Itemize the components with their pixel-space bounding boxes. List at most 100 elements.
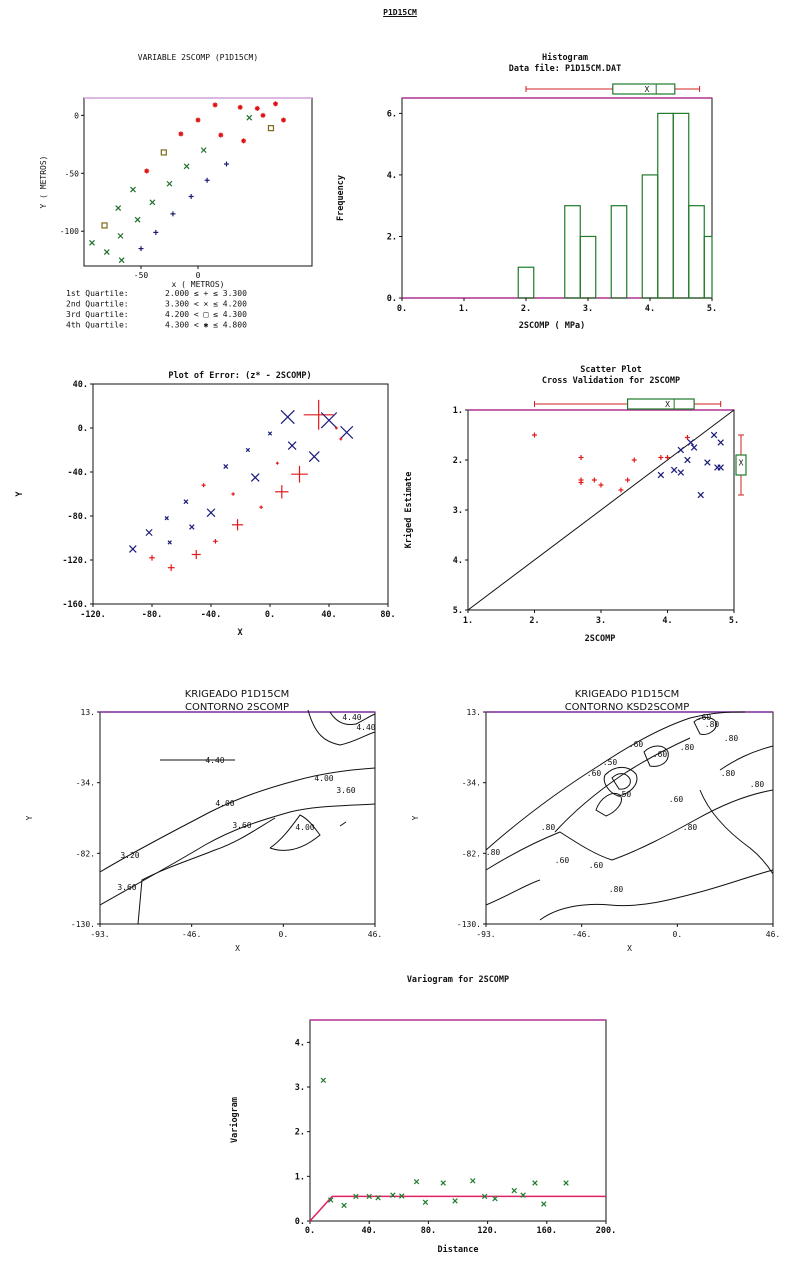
- cross-validation-point: [578, 480, 584, 485]
- error-plot-point: [339, 437, 343, 441]
- error-plot-point: [308, 451, 320, 463]
- variogram-point: [375, 1195, 381, 1201]
- error-plot-point: [287, 441, 297, 450]
- variogram-xtick-label: 40.: [362, 1226, 377, 1236]
- kriged-std-contour-line: [643, 745, 669, 767]
- error-plot-point: [213, 539, 218, 544]
- error-plot-point: [259, 505, 263, 509]
- location-map-point-d2: [200, 147, 207, 154]
- error-plot-xtick-label: 80.: [380, 610, 395, 620]
- kriged-std-contour-ytick-label: -34.: [462, 779, 481, 788]
- error-plot-xtick-label: 40.: [321, 610, 336, 620]
- location-map-point-d2: [149, 199, 156, 206]
- kriged-std-contour-label: .60: [555, 856, 570, 865]
- location-map-legend-label: 3rd Quartile:: [66, 310, 129, 319]
- error-plot-point: [167, 564, 175, 572]
- kriged-std-contour-label: .80: [609, 885, 624, 894]
- variogram-point-d2: [440, 1180, 446, 1186]
- location-map-point-d2: [212, 102, 218, 108]
- location-map-point-d2: [241, 138, 246, 144]
- cross-validation-point: [690, 444, 698, 451]
- cross-validation-xtick-label: 3.: [596, 616, 606, 626]
- kriged-contour-subtitle: CONTORNO 2SCOMP: [185, 702, 289, 713]
- location-map-legend-text: 4.300 < ✱ ≤ 4.800: [165, 321, 247, 330]
- variogram-xtick-label: 200.: [596, 1226, 616, 1236]
- location-map-point: [101, 222, 108, 229]
- error-plot-point-d2: [189, 524, 195, 530]
- location-map-point: [246, 114, 253, 121]
- location-map-point: [260, 112, 266, 118]
- error-plot-point: [280, 409, 295, 425]
- location-map-point: [273, 101, 279, 107]
- kriged-contour-label: 4.00: [295, 823, 314, 832]
- location-map-point: [138, 246, 144, 252]
- error-plot-point: [303, 399, 334, 430]
- error-plot-point-d2: [145, 528, 153, 537]
- histogram-bar: [517, 266, 535, 299]
- variogram-xtick-label: 160.: [537, 1226, 557, 1236]
- kriged-contour-ytick-label: -82.: [76, 849, 95, 858]
- location-map-point: [218, 132, 224, 138]
- variogram-point: [470, 1178, 476, 1184]
- cross-validation-xbox-mean: X: [665, 400, 670, 409]
- histogram-bar: [641, 174, 659, 299]
- location-map-point-d2: [255, 106, 260, 111]
- error-plot-point: [129, 545, 137, 553]
- error-plot-point: [231, 519, 244, 531]
- kriged-std-contour-label: .80: [683, 823, 698, 832]
- variogram-point: [320, 1077, 327, 1084]
- location-map-point: [188, 193, 194, 199]
- error-plot-ytick-label: -80.: [68, 512, 88, 522]
- location-map-point: [254, 105, 260, 111]
- location-map-point-sq: [267, 125, 275, 132]
- location-map-point: [170, 211, 176, 217]
- error-plot-ytick-label: -40.: [68, 468, 88, 478]
- error-plot-xtick-label: -80.: [142, 610, 162, 620]
- kriged-std-contour-line: [693, 717, 717, 735]
- error-plot-point-d2: [250, 473, 260, 482]
- location-map-point: [118, 257, 125, 264]
- location-map-point: [166, 180, 173, 187]
- cross-validation-title: Scatter Plot: [580, 365, 641, 375]
- kriged-std-contour-xtick-label: 0.: [673, 930, 683, 939]
- cross-validation-point-d2: [697, 491, 704, 499]
- location-map-legend-label: 4th Quartile:: [66, 321, 129, 330]
- location-map-point: [115, 205, 122, 211]
- kriged-std-contour-line: [719, 745, 774, 771]
- cross-validation-ytick-label: 2.: [453, 456, 463, 466]
- kriged-std-contour-line: [539, 869, 774, 921]
- variogram-ytick-label: 4.: [295, 1038, 305, 1048]
- location-map-frame: [83, 97, 313, 267]
- location-map-legend-text: 3.300 < × ≤ 4.200: [165, 300, 247, 309]
- kriged-std-contour-label: .80: [541, 823, 556, 832]
- error-plot-point-d2: [183, 499, 189, 505]
- kriged-contour-label: 3.60: [117, 883, 136, 892]
- kriged-std-contour-label: .60: [669, 795, 684, 804]
- location-map-xtick-label: -50: [134, 271, 149, 280]
- kriged-std-contour-label: .50: [603, 758, 618, 767]
- cross-validation-point-d2: [704, 459, 711, 466]
- error-plot-point: [245, 447, 251, 453]
- kriged-std-contour-ytick-label: -82.: [462, 849, 481, 858]
- histogram-bar: [564, 205, 581, 299]
- histogram-ytick-label: 4.: [387, 171, 397, 181]
- location-map-point: [281, 117, 286, 123]
- location-map-point: [204, 177, 210, 183]
- location-map-point: [241, 138, 247, 144]
- kriged-contour-label: 3.20: [120, 851, 139, 860]
- variogram-title: Variogram for 2SCOMP: [407, 974, 509, 985]
- error-plot-point-d2: [245, 447, 251, 453]
- error-plot-point: [167, 540, 172, 545]
- kriged-std-contour-xtick-label: -46.: [572, 930, 591, 939]
- variogram-point: [366, 1193, 372, 1200]
- error-plot-xtick-label: 0.: [265, 610, 275, 620]
- location-map-point-d2: [103, 249, 110, 256]
- cross-validation-point: [658, 455, 664, 460]
- histogram-frame: [401, 97, 713, 299]
- location-map-legend-label: 1st Quartile:: [66, 289, 129, 298]
- kriged-contour-line: [339, 821, 347, 827]
- variogram-point-d2: [327, 1197, 334, 1203]
- location-map-point: [144, 168, 150, 174]
- variogram-xtick-label: 120.: [477, 1226, 497, 1236]
- variogram-point: [492, 1195, 498, 1202]
